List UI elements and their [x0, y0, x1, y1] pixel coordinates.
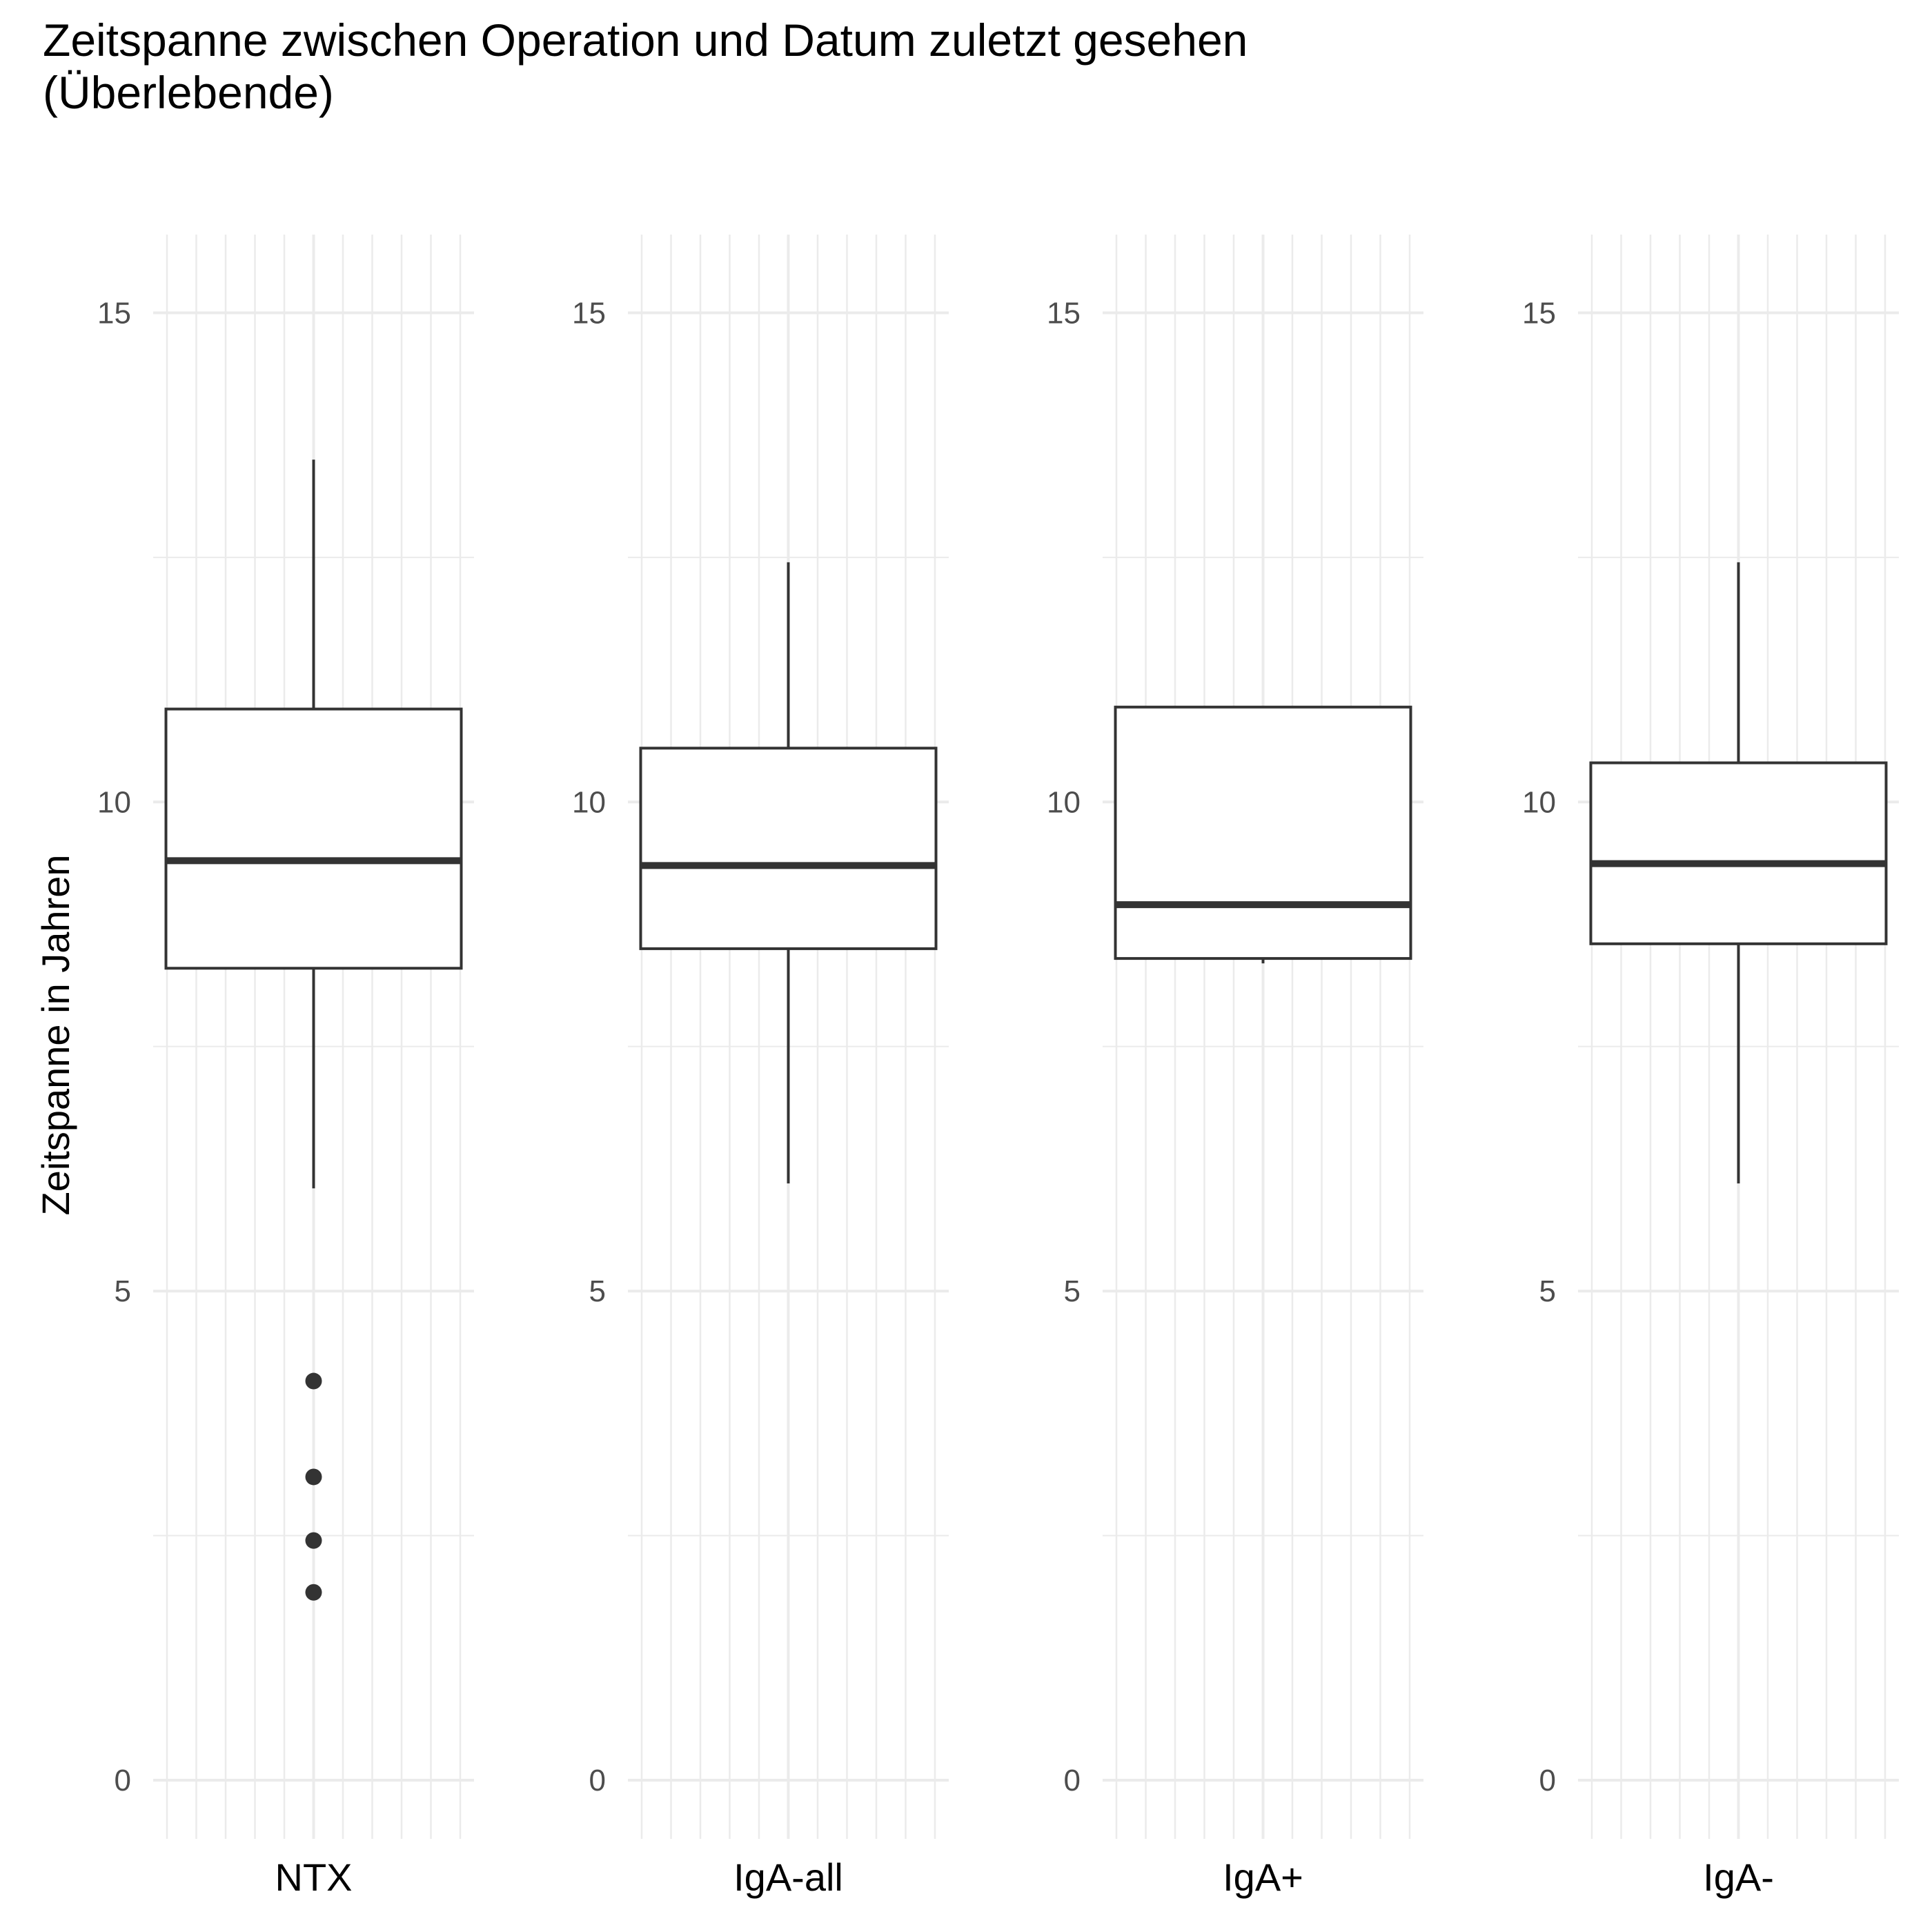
outlier-point	[305, 1372, 322, 1390]
x-category-label: IgA-all	[733, 1855, 843, 1899]
y-tick-label: 10	[1047, 785, 1081, 819]
y-tick-label: 15	[97, 296, 131, 330]
box-iqr	[1114, 705, 1412, 960]
y-tick-label: 0	[1064, 1764, 1081, 1797]
chart-title: Zeitspanne zwischen Operation und Datum …	[43, 14, 1248, 118]
box-iqr	[1589, 761, 1888, 945]
outlier-point	[305, 1468, 322, 1486]
y-tick-label: 15	[1522, 296, 1556, 330]
x-category-label: IgA+	[1223, 1855, 1303, 1899]
box-iqr	[164, 707, 463, 970]
y-tick-label: 10	[572, 785, 606, 819]
y-tick-label: 10	[1522, 785, 1556, 819]
x-category-label: NTX	[275, 1855, 353, 1899]
y-tick-label: 10	[97, 785, 131, 819]
y-tick-label: 15	[572, 296, 606, 330]
y-axis-label: Zeitspanne in Jahren	[34, 854, 77, 1215]
y-tick-label: 0	[589, 1764, 606, 1797]
y-tick-label: 15	[1047, 296, 1081, 330]
y-tick-label: 0	[1539, 1764, 1556, 1797]
y-tick-label: 5	[115, 1274, 131, 1308]
box-iqr	[639, 747, 938, 950]
outlier-point	[305, 1584, 322, 1601]
y-tick-label: 0	[115, 1764, 131, 1797]
y-tick-label: 5	[1064, 1274, 1081, 1308]
y-tick-label: 5	[1539, 1274, 1556, 1308]
outlier-point	[305, 1532, 322, 1549]
x-category-label: IgA-	[1703, 1855, 1774, 1899]
y-tick-label: 5	[589, 1274, 606, 1308]
